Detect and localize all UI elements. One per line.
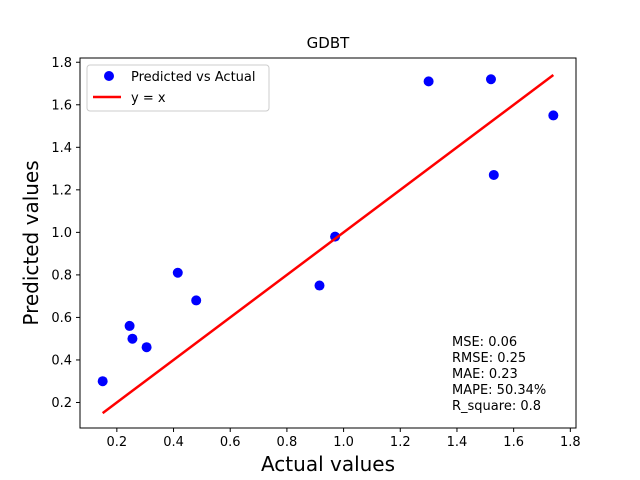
legend: Predicted vs Actual y = x: [86, 64, 270, 112]
x-tick-label: 1.6: [503, 435, 524, 450]
x-axis-label: Actual values: [261, 452, 395, 476]
metric-r-square: R_square: 0.8: [452, 399, 541, 414]
x-tick-label: 1.2: [390, 435, 411, 450]
y-tick-label: 1.2: [51, 183, 72, 198]
scatter-point: [97, 376, 108, 387]
scatter-point: [548, 110, 559, 121]
x-tick-label: 0.8: [277, 435, 298, 450]
metric-rmse: RMSE: 0.25: [452, 351, 526, 366]
scatter-point: [423, 76, 434, 87]
scatter-point: [124, 320, 135, 331]
scatter-point: [141, 342, 152, 353]
scatter-point: [127, 333, 138, 344]
metric-mse: MSE: 0.06: [452, 335, 517, 350]
y-tick-label: 1.6: [51, 98, 72, 113]
data-marks: [97, 74, 559, 415]
legend-marker-scatter: [104, 71, 114, 81]
metric-mape: MAPE: 50.34%: [452, 383, 546, 398]
x-axis-ticks: 0.2 0.4 0.6 0.8 1.0 1.2 1.4 1.6 1.8: [107, 428, 581, 450]
y-tick-label: 1.8: [51, 56, 72, 71]
y-axis-label: Predicted values: [19, 160, 43, 325]
scatter-point: [191, 295, 202, 306]
y-tick-label: 0.2: [51, 396, 72, 411]
x-tick-label: 1.4: [447, 435, 468, 450]
x-tick-label: 0.6: [220, 435, 241, 450]
metric-mae: MAE: 0.23: [452, 367, 518, 382]
metrics-annotation: MSE: 0.06 RMSE: 0.25 MAE: 0.23 MAPE: 50.…: [452, 335, 546, 414]
scatter-point: [172, 267, 183, 278]
x-tick-label: 0.2: [107, 435, 128, 450]
y-tick-label: 1.4: [51, 141, 72, 156]
chart-title: GDBT: [307, 34, 350, 52]
y-tick-label: 0.4: [51, 353, 72, 368]
y-tick-label: 0.6: [51, 311, 72, 326]
identity-line: [101, 74, 555, 415]
legend-label-line: y = x: [131, 91, 166, 106]
y-tick-label: 1.0: [51, 226, 72, 241]
scatter-point: [485, 74, 496, 85]
scatter-point: [488, 169, 499, 180]
x-tick-label: 0.4: [163, 435, 184, 450]
y-axis-ticks: 0.2 0.4 0.6 0.8 1.0 1.2 1.4 1.6 1.8: [51, 56, 80, 411]
legend-box: [86, 64, 270, 112]
scatter-point: [314, 280, 325, 291]
x-tick-label: 1.0: [333, 435, 354, 450]
y-tick-label: 0.8: [51, 268, 72, 283]
x-tick-label: 1.8: [560, 435, 581, 450]
legend-label-scatter: Predicted vs Actual: [131, 70, 255, 85]
